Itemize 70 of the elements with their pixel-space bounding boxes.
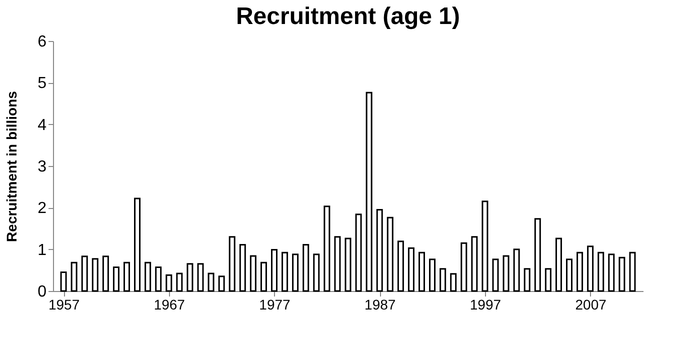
x-tick-label: 1987 (364, 296, 396, 312)
y-tick-label: 5 (38, 75, 47, 92)
bar (440, 268, 446, 292)
bar (92, 258, 98, 292)
bar (450, 273, 457, 292)
bar (271, 249, 278, 292)
bar (218, 276, 225, 292)
bar (239, 244, 246, 292)
bar (629, 252, 636, 292)
bar (124, 262, 130, 292)
bar (197, 263, 204, 292)
bar (282, 252, 288, 292)
x-tick-label: 2007 (575, 296, 607, 312)
bar (566, 258, 572, 292)
y-tick-label: 3 (38, 158, 47, 176)
y-axis-title: Recruitment in billions (4, 90, 20, 242)
bar (250, 255, 256, 292)
bar (618, 256, 626, 292)
bar (324, 206, 330, 292)
bar (471, 236, 478, 292)
chart-title: Recruitment (age 1) (236, 3, 460, 30)
bar (608, 254, 615, 292)
bar (112, 266, 120, 292)
bar (292, 254, 299, 292)
bar (544, 268, 552, 292)
bar (524, 268, 530, 292)
bar (408, 247, 414, 292)
bar (176, 272, 183, 292)
bar (313, 254, 320, 292)
bar (397, 240, 404, 292)
bar (555, 238, 562, 292)
bar (482, 200, 488, 292)
bar (418, 252, 425, 292)
bar (386, 216, 394, 292)
bar (155, 266, 162, 292)
bar (302, 244, 310, 292)
bar (429, 258, 436, 292)
bar (186, 263, 194, 292)
bar (376, 209, 383, 292)
bar (81, 256, 88, 292)
bar (208, 272, 214, 292)
bar (502, 255, 510, 292)
bar (144, 262, 152, 292)
bar (366, 92, 372, 292)
bar (228, 236, 236, 292)
bar (334, 236, 341, 292)
bar (102, 256, 109, 292)
bar (355, 214, 362, 292)
bar (134, 198, 141, 292)
y-tick-label: 2 (38, 200, 47, 218)
x-tick-label: 1967 (154, 296, 186, 312)
x-tick-label: 1957 (48, 296, 80, 312)
bar (513, 248, 520, 292)
y-tick-label: 0 (38, 284, 47, 300)
y-tick-label: 6 (38, 34, 47, 50)
bar (260, 262, 267, 292)
bar (576, 252, 584, 292)
bar (598, 252, 604, 292)
bar (166, 274, 172, 292)
bar (70, 262, 78, 292)
x-tick-label: 1977 (259, 296, 291, 312)
y-tick-label: 1 (38, 242, 47, 259)
y-tick-label: 4 (38, 116, 47, 134)
bar (534, 218, 541, 292)
x-tick-label: 1997 (470, 296, 502, 312)
bar (460, 242, 468, 292)
bar (587, 246, 594, 292)
bar (60, 272, 67, 292)
bar (492, 258, 499, 292)
bar (344, 238, 352, 292)
